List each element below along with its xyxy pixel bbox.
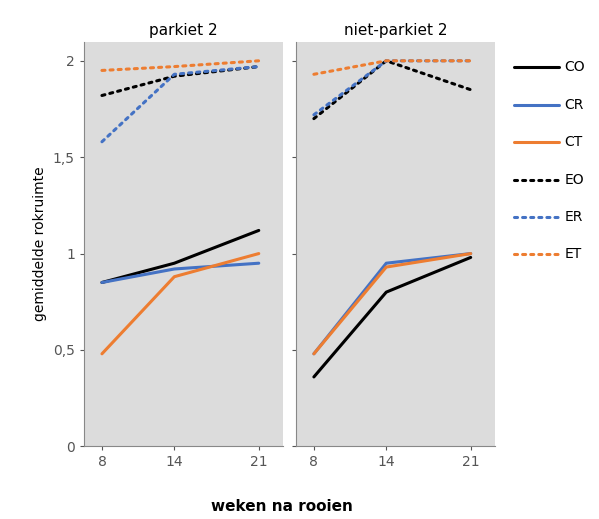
- Text: ET: ET: [565, 248, 582, 261]
- Text: CO: CO: [565, 61, 585, 74]
- Text: ER: ER: [565, 210, 583, 224]
- Y-axis label: gemiddelde rokruimte: gemiddelde rokruimte: [34, 167, 47, 321]
- Text: CT: CT: [565, 135, 583, 149]
- Text: CR: CR: [565, 98, 584, 112]
- Title: niet-parkiet 2: niet-parkiet 2: [344, 22, 447, 37]
- Title: parkiet 2: parkiet 2: [149, 22, 217, 37]
- Text: weken na rooien: weken na rooien: [211, 499, 352, 514]
- Text: EO: EO: [565, 173, 584, 186]
